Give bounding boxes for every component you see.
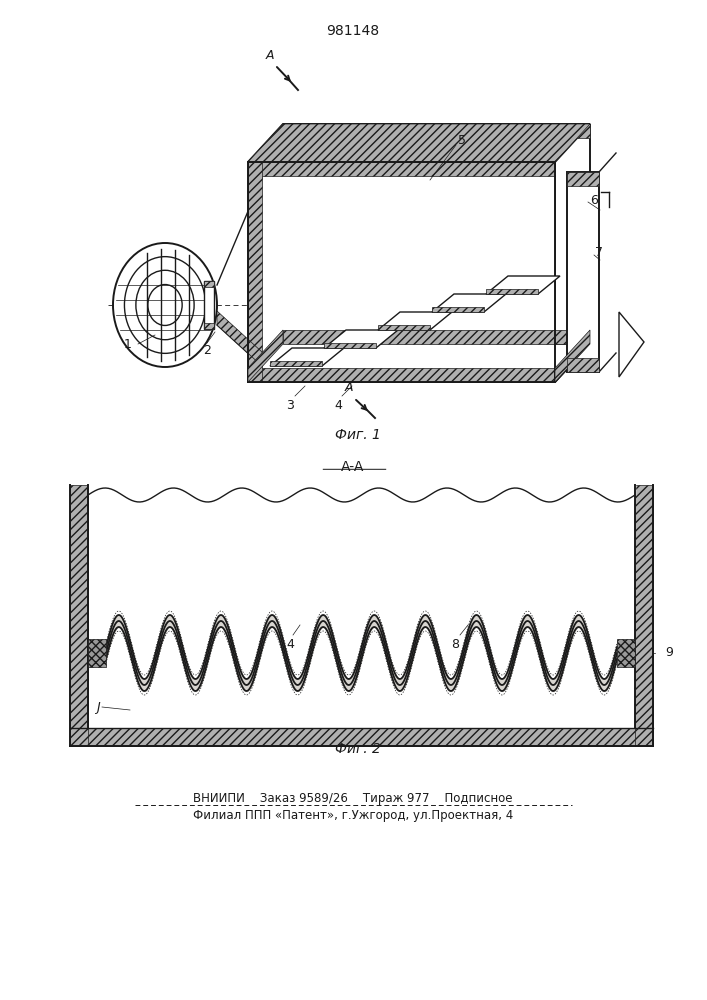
Text: Фиг. 2: Фиг. 2 (335, 742, 381, 756)
Polygon shape (283, 330, 590, 344)
Polygon shape (378, 325, 430, 330)
Polygon shape (70, 485, 88, 746)
Polygon shape (378, 312, 452, 330)
Polygon shape (248, 124, 590, 162)
Polygon shape (567, 172, 599, 186)
Ellipse shape (113, 243, 217, 367)
Polygon shape (88, 639, 106, 667)
Polygon shape (432, 294, 506, 312)
Polygon shape (486, 276, 560, 294)
Polygon shape (204, 323, 214, 329)
Polygon shape (204, 281, 214, 287)
Text: 9: 9 (665, 647, 673, 660)
Polygon shape (635, 485, 653, 746)
Text: A-A: A-A (341, 460, 365, 474)
Text: Филиал ППП «Патент», г.Ужгород, ул.Проектная, 4: Филиал ППП «Патент», г.Ужгород, ул.Проек… (193, 809, 513, 822)
Text: 981148: 981148 (327, 24, 380, 38)
Text: 1: 1 (124, 338, 132, 351)
Polygon shape (217, 311, 262, 366)
Polygon shape (324, 330, 398, 348)
Polygon shape (324, 343, 376, 348)
Polygon shape (486, 289, 538, 294)
Text: 5: 5 (458, 133, 466, 146)
Text: Фиг. 1: Фиг. 1 (335, 428, 381, 442)
Polygon shape (432, 307, 484, 312)
Text: A: A (345, 381, 354, 394)
Polygon shape (555, 330, 590, 382)
Polygon shape (567, 358, 599, 372)
Text: 4: 4 (334, 399, 342, 412)
Polygon shape (262, 176, 555, 368)
Polygon shape (270, 361, 322, 366)
Polygon shape (248, 344, 590, 382)
Polygon shape (270, 348, 344, 366)
Text: 4: 4 (286, 638, 294, 651)
Polygon shape (248, 124, 590, 162)
Polygon shape (248, 162, 555, 176)
Polygon shape (88, 480, 635, 728)
Text: 7: 7 (595, 245, 603, 258)
Polygon shape (555, 124, 590, 382)
Polygon shape (567, 172, 599, 372)
Polygon shape (248, 368, 555, 382)
Text: 8: 8 (451, 638, 459, 651)
Polygon shape (204, 281, 214, 329)
Polygon shape (619, 312, 644, 377)
Text: 3: 3 (286, 399, 294, 412)
Polygon shape (617, 639, 635, 667)
Polygon shape (248, 124, 283, 382)
Text: 6: 6 (590, 194, 598, 207)
Text: J: J (96, 700, 100, 714)
Text: 2: 2 (203, 344, 211, 357)
Polygon shape (248, 162, 262, 382)
Polygon shape (248, 330, 283, 382)
Text: A: A (266, 49, 274, 62)
Polygon shape (70, 728, 653, 746)
Polygon shape (283, 124, 590, 138)
Text: ВНИИПИ    Заказ 9589/26    Тираж 977    Подписное: ВНИИПИ Заказ 9589/26 Тираж 977 Подписное (193, 792, 513, 805)
